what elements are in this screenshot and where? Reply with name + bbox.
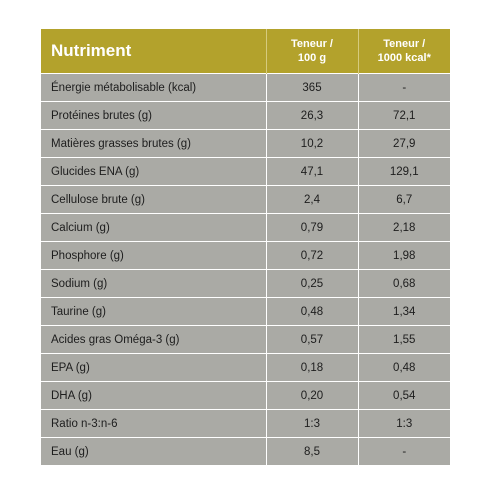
header-per-100g-text: Teneur / 100 g bbox=[291, 38, 333, 64]
cell-per-1000kcal: - bbox=[358, 73, 450, 102]
table-row: Glucides ENA (g) 47,1 129,1 bbox=[41, 157, 450, 186]
cell-per-100g: 2,4 bbox=[266, 185, 359, 214]
cell-per-100g: 47,1 bbox=[266, 157, 359, 186]
cell-per-100g: 0,25 bbox=[266, 269, 359, 298]
cell-nutrient: Sodium (g) bbox=[41, 269, 267, 298]
nutrition-table: Nutriment Teneur / 100 g Teneur / 1000 k… bbox=[41, 29, 450, 465]
table-row: Matières grasses brutes (g) 10,2 27,9 bbox=[41, 129, 450, 158]
cell-nutrient: EPA (g) bbox=[41, 353, 267, 382]
table-body: Énergie métabolisable (kcal) 365- Protéine… bbox=[41, 73, 450, 465]
header-per-100g: Teneur / 100 g bbox=[266, 29, 359, 74]
cell-nutrient: Énergie métabolisable (kcal) bbox=[41, 73, 267, 102]
cell-per-1000kcal: 0,54 bbox=[358, 381, 450, 410]
cell-per-1000kcal: 6,7 bbox=[358, 185, 450, 214]
cell-per-100g: 10,2 bbox=[266, 129, 359, 158]
header-per-1000kcal: Teneur / 1000 kcal* bbox=[358, 29, 450, 74]
table-row: Eau (g) 8,5- bbox=[41, 437, 450, 465]
cell-per-1000kcal: 1,55 bbox=[358, 325, 450, 354]
cell-per-100g: 0,79 bbox=[266, 213, 359, 242]
cell-per-1000kcal: 129,1 bbox=[358, 157, 450, 186]
cell-per-1000kcal: 2,18 bbox=[358, 213, 450, 242]
cell-per-100g: 0,57 bbox=[266, 325, 359, 354]
cell-nutrient: Glucides ENA (g) bbox=[41, 157, 267, 186]
table-row: Sodium (g) 0,25 0,68 bbox=[41, 269, 450, 298]
cell-nutrient: Eau (g) bbox=[41, 437, 267, 465]
cell-per-1000kcal: 0,68 bbox=[358, 269, 450, 298]
table-row: Acides gras Oméga-3 (g) 0,57 1,55 bbox=[41, 325, 450, 354]
cell-per-100g: 26,3 bbox=[266, 101, 359, 130]
table-row: Énergie métabolisable (kcal) 365- bbox=[41, 73, 450, 102]
cell-nutrient: DHA (g) bbox=[41, 381, 267, 410]
cell-per-100g: 0,20 bbox=[266, 381, 359, 410]
cell-per-100g: 8,5 bbox=[266, 437, 359, 465]
cell-nutrient: Acides gras Oméga-3 (g) bbox=[41, 325, 267, 354]
cell-per-100g: 0,18 bbox=[266, 353, 359, 382]
cell-nutrient: Taurine (g) bbox=[41, 297, 267, 326]
table-row: Phosphore (g) 0,72 1,98 bbox=[41, 241, 450, 270]
cell-nutrient: Cellulose brute (g) bbox=[41, 185, 267, 214]
cell-per-1000kcal: 0,48 bbox=[358, 353, 450, 382]
table-row: Ratio n-3:n-6 1:3 1:3 bbox=[41, 409, 450, 438]
table-row: Calcium (g) 0,79 2,18 bbox=[41, 213, 450, 242]
cell-nutrient: Calcium (g) bbox=[41, 213, 267, 242]
cell-per-1000kcal: 72,1 bbox=[358, 101, 450, 130]
cell-nutrient: Ratio n-3:n-6 bbox=[41, 409, 267, 438]
table-row: DHA (g) 0,20 0,54 bbox=[41, 381, 450, 410]
table-row: EPA (g) 0,18 0,48 bbox=[41, 353, 450, 382]
cell-per-100g: 0,48 bbox=[266, 297, 359, 326]
cell-per-1000kcal: 1,98 bbox=[358, 241, 450, 270]
cell-per-100g: 0,72 bbox=[266, 241, 359, 270]
table-row: Cellulose brute (g) 2,4 6,7 bbox=[41, 185, 450, 214]
cell-nutrient: Protéines brutes (g) bbox=[41, 101, 267, 130]
table-row: Protéines brutes (g) 26,3 72,1 bbox=[41, 101, 450, 130]
cell-per-1000kcal: 1:3 bbox=[358, 409, 450, 438]
cell-per-100g: 365 bbox=[266, 73, 359, 102]
header-nutrient: Nutriment bbox=[41, 29, 267, 74]
table-header-row: Nutriment Teneur / 100 g Teneur / 1000 k… bbox=[41, 29, 450, 74]
nutrition-table-container: Nutriment Teneur / 100 g Teneur / 1000 k… bbox=[41, 29, 450, 465]
cell-per-1000kcal: 1,34 bbox=[358, 297, 450, 326]
cell-nutrient: Phosphore (g) bbox=[41, 241, 267, 270]
table-row: Taurine (g) 0,48 1,34 bbox=[41, 297, 450, 326]
header-per-1000kcal-text: Teneur / 1000 kcal* bbox=[377, 38, 431, 64]
cell-per-100g: 1:3 bbox=[266, 409, 359, 438]
cell-per-1000kcal: 27,9 bbox=[358, 129, 450, 158]
cell-nutrient: Matières grasses brutes (g) bbox=[41, 129, 267, 158]
cell-per-1000kcal: - bbox=[358, 437, 450, 465]
